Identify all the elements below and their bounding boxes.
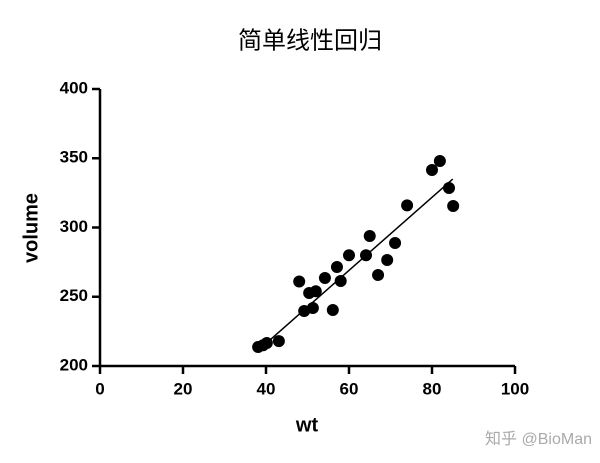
point <box>343 249 355 262</box>
y-tick-label: 400 <box>60 78 88 97</box>
chart-title: 简单线性回归 <box>238 27 382 54</box>
y-tick-label: 300 <box>60 217 88 236</box>
y-tick-label: 250 <box>60 286 88 305</box>
x-tick-label: 20 <box>174 379 193 398</box>
point <box>363 229 376 242</box>
point <box>260 337 273 350</box>
point <box>293 275 306 288</box>
point <box>381 254 394 267</box>
point <box>433 155 446 168</box>
point <box>401 199 414 212</box>
point <box>272 335 285 348</box>
y-tick-label: 350 <box>60 148 88 167</box>
point <box>330 260 343 273</box>
point <box>360 249 373 262</box>
point <box>334 274 347 287</box>
x-tick-label: 100 <box>501 379 529 398</box>
point <box>389 237 402 250</box>
x-axis-label: wt <box>295 414 319 436</box>
x-tick-label: 0 <box>95 379 104 398</box>
point <box>309 285 322 298</box>
point <box>318 272 331 285</box>
watermark: 知乎 @BioMan <box>485 430 592 448</box>
x-tick-label: 80 <box>423 379 442 398</box>
fit-line <box>257 178 454 352</box>
x-tick-label: 40 <box>257 379 276 398</box>
point <box>443 182 456 195</box>
point <box>306 301 319 314</box>
x-tick-label: 60 <box>340 379 359 398</box>
point <box>372 269 385 282</box>
point <box>447 200 460 213</box>
y-axis-label: volume <box>20 193 42 263</box>
point <box>426 164 438 177</box>
y-tick-label: 200 <box>60 355 88 374</box>
point <box>326 304 339 317</box>
